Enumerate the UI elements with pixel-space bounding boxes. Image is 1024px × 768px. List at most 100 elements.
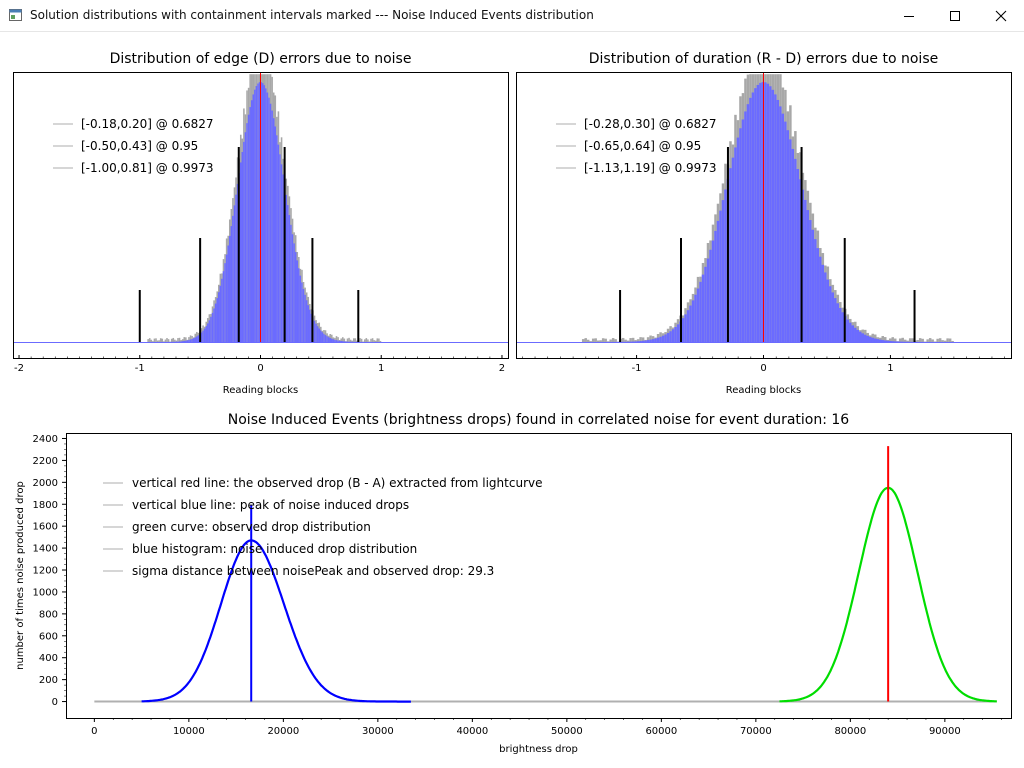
chart0-hist-bar [332,339,335,342]
chart0-envelope-bar [155,338,157,342]
chart1-envelope-bar [908,338,912,342]
chart1-hist-bar [706,258,710,342]
chart0-envelope-bar [360,338,363,342]
chart0-hist-bar [228,235,231,342]
chart0-hist-bar [197,335,200,342]
chart0-hist-bar [299,275,302,342]
chart1-envelope-bar [649,335,652,342]
chart0-hist-bar [261,83,264,343]
chart1-hist-bar [806,210,810,342]
chart1-envelope-bar [946,338,949,342]
chart0-hist-bar [189,339,192,342]
chart1-x-axis-label: Reading blocks [726,385,802,396]
chart0-hist-bar [331,338,333,342]
chart0-hist-bar [279,154,281,342]
close-button[interactable] [978,0,1024,31]
chart1-envelope-bar [626,340,630,342]
chart2-x-tick-label: 0 [91,726,97,737]
chart0-hist-bar [222,271,225,342]
chart0-legend-entry: [-1.00,0.81] @ 0.9973 [81,161,214,175]
chart1-envelope-bar [606,341,610,342]
minimize-button[interactable] [886,0,932,31]
chart1-envelope-bar [916,339,919,342]
chart0-x-tick-label: 1 [378,363,384,374]
chart0-envelope-bar [374,340,377,342]
chart1-envelope-bar [928,338,932,342]
chart1-envelope-bar [651,336,655,342]
chart1-envelope-bar [943,340,947,342]
chart1-hist-bar [836,303,840,342]
chart0-hist-bar [290,224,292,342]
chart0-envelope-bar [178,337,181,342]
chart0-hist-bar [282,174,284,342]
chart1-envelope-bar [883,337,887,342]
chart1-envelope-bar [898,338,902,342]
chart1-envelope-bar [888,338,892,342]
chart1-hist-bar [784,121,787,342]
chart1-hist-bar [696,288,700,342]
chart0-hist-bar [307,305,310,342]
maximize-button[interactable] [932,0,978,31]
chart0-x-tick-label: 0 [257,363,263,374]
chart0-x-tick-label: 2 [499,363,505,374]
chart1-hist-bar [699,281,702,342]
chart0-x-axis-label: Reading blocks [223,385,299,396]
chart0-envelope-bar [371,338,374,342]
chart0-envelope-bar [365,338,368,342]
chart0-hist-bar [225,254,228,342]
chart1-hist-bar [709,249,712,342]
chart2-legend-entry: vertical red line: the observed drop (B … [132,476,542,490]
chart0-hist-bar [288,215,291,342]
chart1-hist-bar [879,339,882,342]
chart1-hist-bar [754,88,757,343]
chart1-hist-bar [776,99,780,342]
chart0-hist-bar [202,330,204,342]
chart1-hist-bar [669,331,672,342]
chart0-envelope-bar [340,338,342,342]
chart2-y-tick-label: 1800 [33,500,58,511]
chart0-x-tick-label: -1 [135,363,145,374]
chart1-hist-bar [739,128,742,342]
chart1-hist-bar [888,340,892,342]
chart2-y-tick-label: 200 [39,675,58,686]
chart0-hist-bar [272,118,275,342]
chart1-hist-bar [851,325,855,342]
chart0-hist-bar [265,88,267,342]
chart1-hist-bar [789,139,792,342]
chart1-hist-bar [864,334,867,342]
chart0-envelope-bar [153,338,156,342]
close-icon [995,10,1007,21]
chart1-hist-bar [781,113,785,343]
chart1-hist-bar [869,336,872,342]
chart1-hist-bar [893,341,897,342]
chart2-noise-histogram-curve [141,539,411,703]
chart1-hist-bar [736,137,740,342]
chart0-hist-bar [338,340,341,342]
chart0-hist-bar [287,205,289,342]
chart0-envelope-bar [163,341,165,342]
chart0-hist-bar [343,341,346,342]
chart-window-icon [9,9,22,21]
chart0-envelope-bar [167,339,170,342]
chart1-histogram-bars [579,74,954,343]
chart0-hist-bar [232,215,234,342]
chart0-hist-bar [183,340,186,342]
chart0-envelope-bar [348,337,350,342]
chart0-envelope-bar [363,339,366,342]
chart2-legend-entry: blue histogram: noise induced drop distr… [132,542,417,556]
chart0-hist-bar [293,243,295,342]
chart1-hist-bar [656,337,660,342]
chart1-hist-bar [639,341,642,342]
chart1-envelope-bar [639,337,642,342]
chart1-hist-bar [751,92,755,343]
chart0-hist-bar [323,333,325,342]
chart0-hist-bar [291,234,294,342]
chart0-hist-bar [227,245,229,342]
chart1-hist-bar [771,89,775,342]
chart1-hist-bar [874,338,877,342]
chart2-title: Noise Induced Events (brightness drops) … [228,412,850,428]
chart0-envelope-bar [152,341,154,342]
chart0-hist-bar [178,341,181,342]
chart0-hist-bar [258,82,261,342]
chart0-envelope-bar [351,340,353,342]
